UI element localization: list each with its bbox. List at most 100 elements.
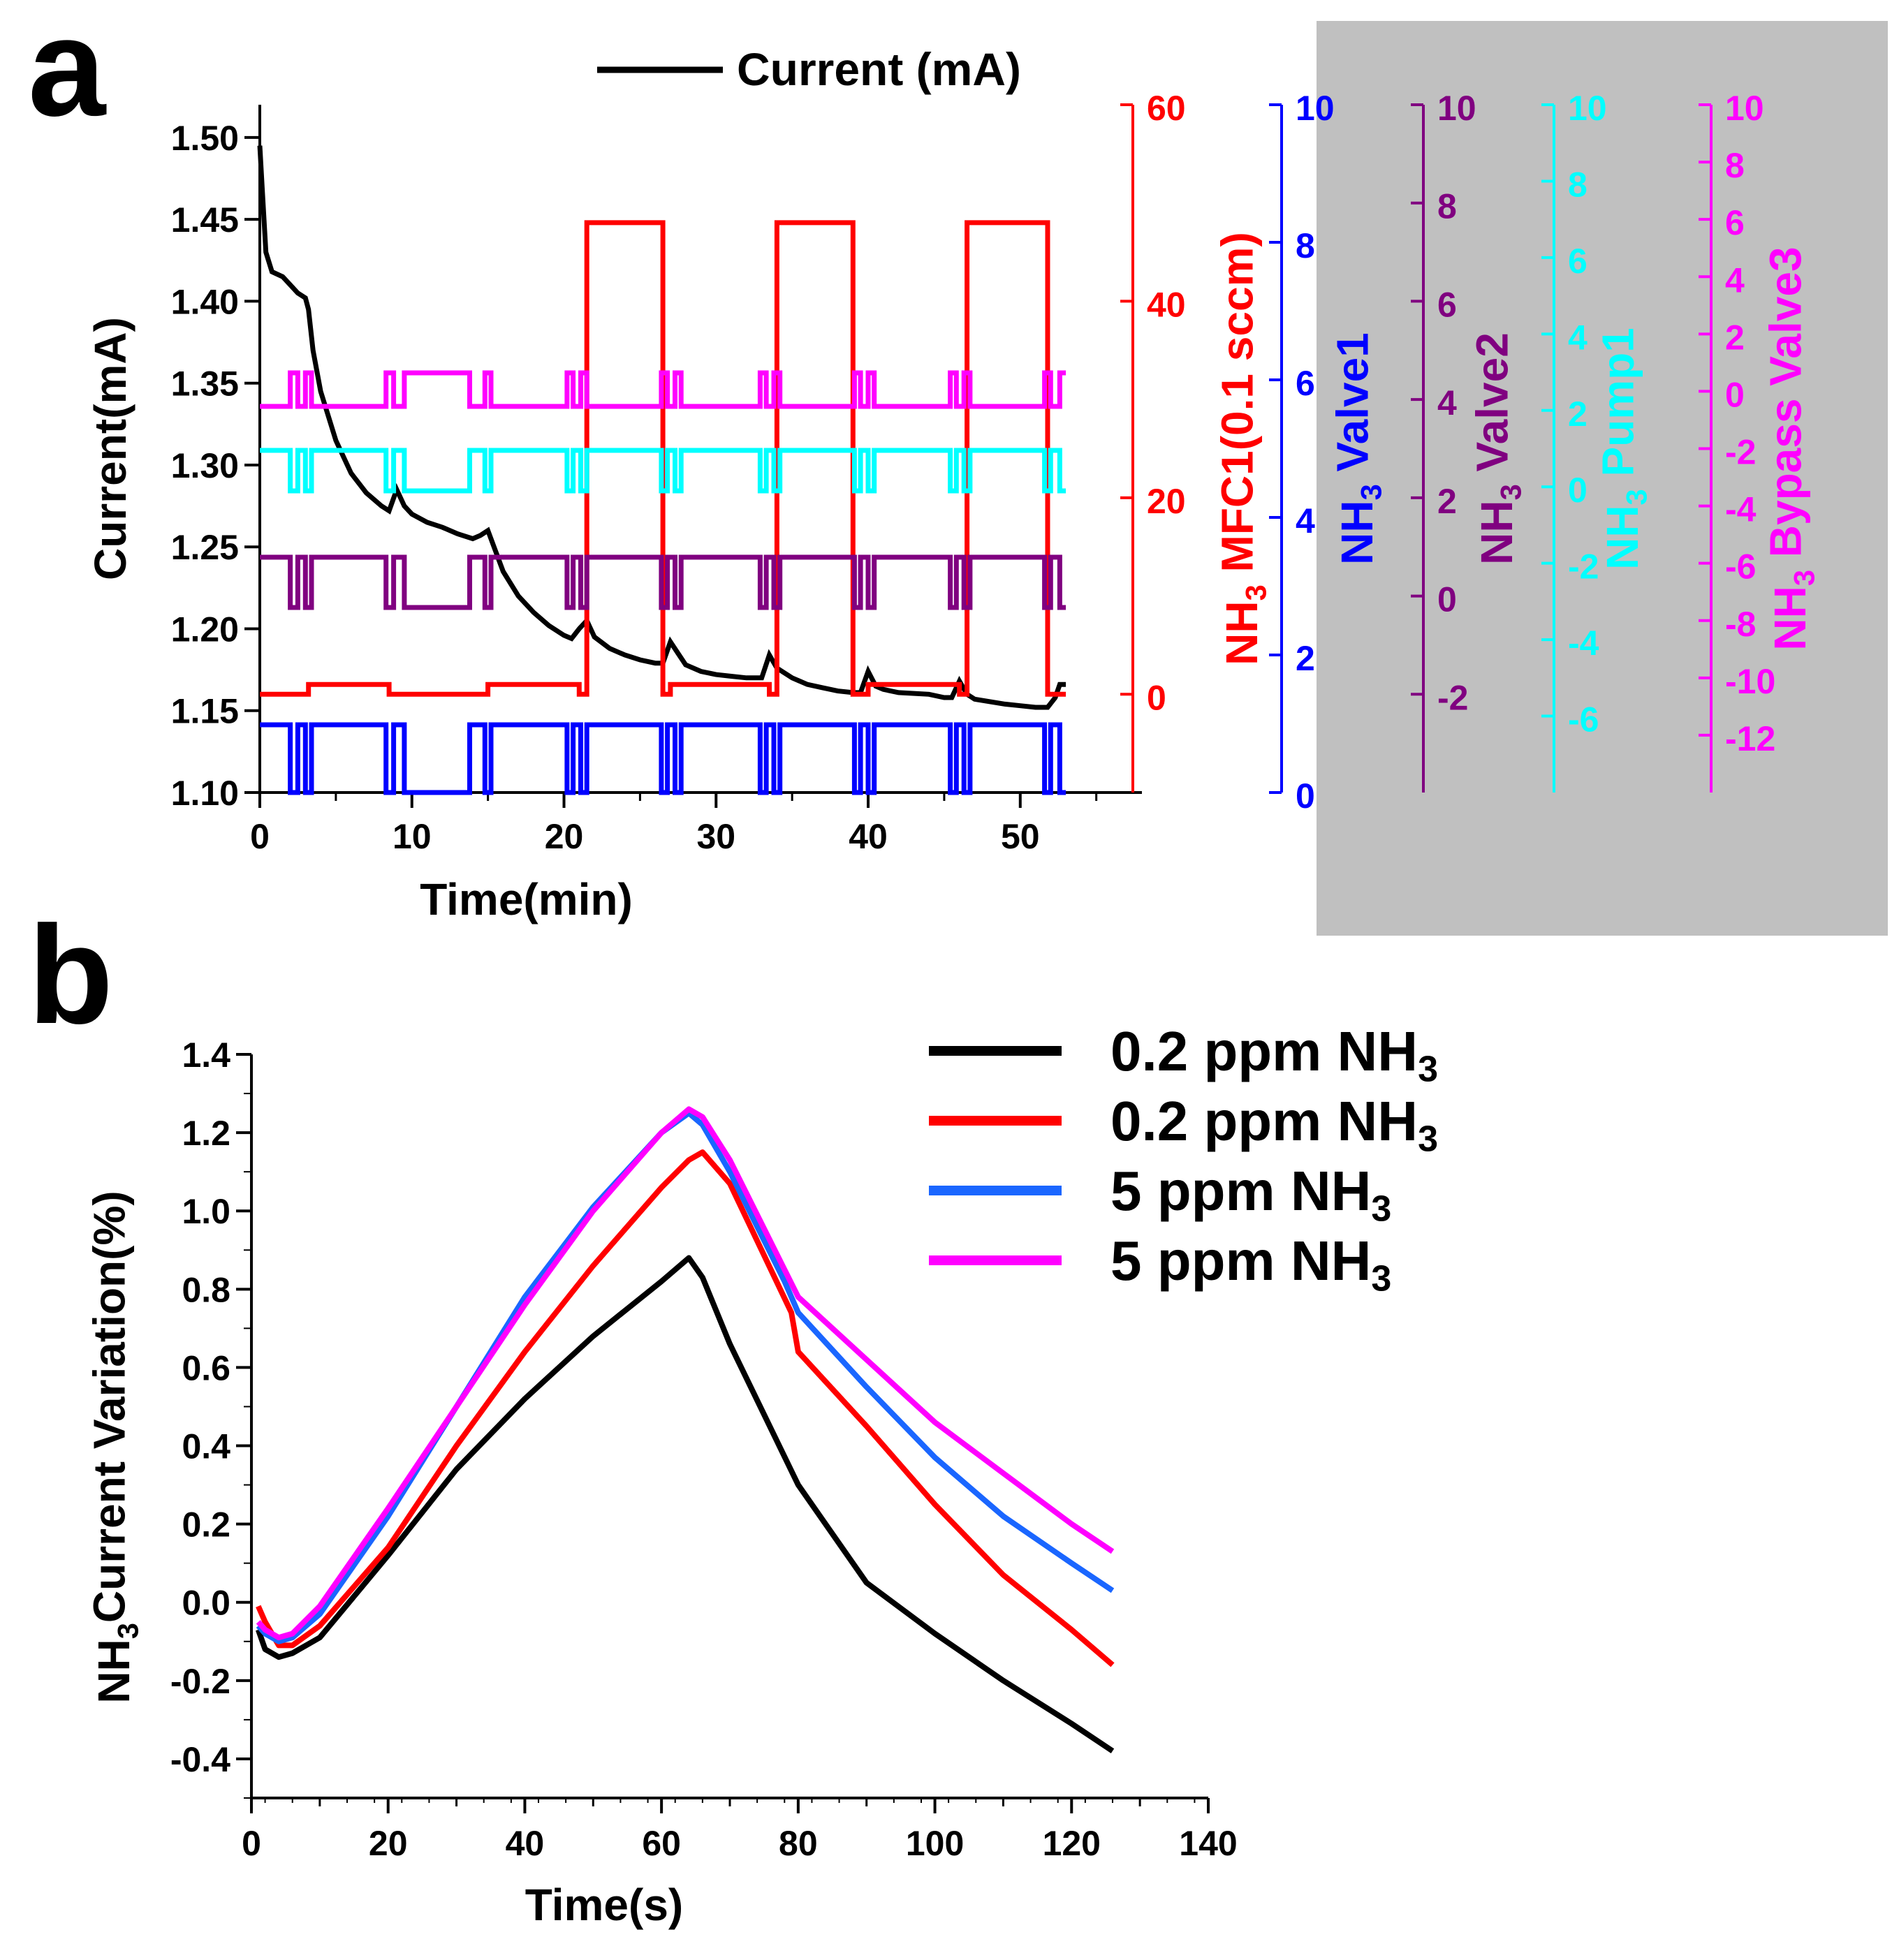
a-current-tick-label-1-35: 1.35 [171, 364, 239, 404]
a-current-tick-label-1-30: 1.30 [171, 446, 239, 485]
a-current-axis-title: Current(mA) [85, 317, 135, 580]
a-mfc-tick-label-20: 20 [1147, 482, 1186, 521]
b-x-tick-label-20: 20 [369, 1824, 408, 1863]
a-series-bypass3 [260, 370, 1066, 409]
a-series-valve2 [260, 554, 1066, 610]
a-pump1-axis-title: NH3 Pump1 [1592, 327, 1652, 570]
a-bypass3-tick-label-2: -2 [1725, 433, 1756, 472]
panel-b-series [256, 1106, 1115, 1754]
panel-a-series [257, 145, 1066, 795]
a-mfc-tick-label-0: 0 [1147, 678, 1166, 717]
a-pump1-tick-label-2: 2 [1568, 395, 1588, 434]
a-x-tick-label-20: 20 [545, 817, 584, 856]
a-series-valve1 [260, 722, 1066, 795]
b-y-tick-label-1-0: 1.0 [182, 1192, 230, 1231]
a-pump1-tick-label-6: 6 [1568, 242, 1588, 281]
a-x-axis-title: Time(min) [420, 874, 633, 924]
b-y-tick-label-0-0: 0.0 [182, 1584, 230, 1623]
panel-a-chart: 0 10 20 30 40 50Time(min)1.101.151.201.251.30… [85, 43, 1820, 924]
b-y-tick-label-0-2: -0.2 [170, 1662, 230, 1701]
a-valve2-axis-title: NH3 Valve2 [1467, 332, 1527, 565]
a-x-tick-label-50: 50 [1001, 817, 1040, 856]
a-valve2-tick-label-0: 0 [1437, 580, 1457, 619]
b-x-tick-label-120: 120 [1043, 1824, 1101, 1863]
a-series-mfc [260, 220, 1066, 697]
a-valve2-tick-label-2: -2 [1437, 678, 1468, 717]
b-series-line-4 [256, 1106, 1115, 1641]
b-x-tick-label-40: 40 [506, 1824, 545, 1863]
b-legend-label-3: 5 ppm NH3 [1110, 1160, 1391, 1230]
panel-b-chart: 0 20 40 60 80 100 120 140 -0.4 -0.2 0.0 0.2 0.4 0.6 0.… [84, 1020, 1438, 1930]
a-valve1-tick-label-4: 4 [1296, 501, 1315, 540]
a-valve1-axis-title: NH3 Valve1 [1327, 332, 1387, 565]
a-x-tick-label-40: 40 [849, 817, 888, 856]
a-valve1-tick-label-6: 6 [1296, 364, 1315, 403]
a-bypass3-tick-label-12: -12 [1725, 719, 1775, 758]
a-current-tick-label-1-20: 1.20 [171, 610, 239, 649]
a-pump1-tick-label-4: -4 [1568, 624, 1599, 663]
a-valve2-tick-label-10: 10 [1437, 89, 1476, 128]
gray-background-box [1317, 21, 1888, 936]
a-current-tick-label-1-25: 1.25 [171, 528, 239, 567]
a-bypass3-tick-label-4: 4 [1725, 260, 1745, 300]
a-mfc-tick-label-60: 60 [1147, 89, 1186, 128]
a-pump1-tick-label-4: 4 [1568, 318, 1588, 357]
b-y-tick-label-0-4: -0.4 [170, 1740, 230, 1779]
a-valve2-tick-label-6: 6 [1437, 285, 1457, 324]
panel-a-legend: Current (mA) [597, 43, 1021, 95]
b-x-tick-label-80: 80 [779, 1824, 818, 1863]
a-current-tick-label-1-15: 1.15 [171, 692, 239, 731]
b-y-axis-title: NH3Current Variation(%) [84, 1191, 144, 1703]
a-mfc-axis-title: NH3 MFC1(0.1 sccm) [1212, 232, 1272, 665]
a-bypass3-tick-label-10: -10 [1725, 662, 1775, 701]
a-x-tick-label-30: 30 [696, 817, 735, 856]
a-bypass3-tick-label-0: 0 [1725, 375, 1745, 414]
a-pump1-tick-label-8: 8 [1568, 165, 1588, 204]
a-bypass3-tick-label-10: 10 [1725, 89, 1764, 128]
a-x-tick-label-10: 10 [393, 817, 432, 856]
a-pump1-tick-label-10: 10 [1568, 89, 1607, 128]
a-pump1-tick-label-6: -6 [1568, 700, 1599, 739]
b-legend-label-2: 0.2 ppm NH3 [1110, 1090, 1438, 1160]
a-bypass3-axis-title: NH3 Bypass Valve3 [1760, 246, 1820, 650]
a-valve1-tick-label-8: 8 [1296, 226, 1315, 265]
a-valve2-tick-label-8: 8 [1437, 187, 1457, 226]
a-current-tick-label-1-50: 1.50 [171, 119, 239, 158]
a-pump1-tick-label-0: 0 [1568, 471, 1588, 510]
a-bypass3-tick-label-6: -6 [1725, 547, 1756, 587]
a-pump1-tick-label-2: -2 [1568, 547, 1599, 587]
a-valve1-tick-label-0: 0 [1296, 776, 1315, 816]
a-valve2-tick-label-4: 4 [1437, 383, 1457, 422]
a-current-tick-label-1-40: 1.40 [171, 282, 239, 321]
a-valve1-tick-label-10: 10 [1296, 89, 1335, 128]
b-y-tick-label-1-4: 1.4 [182, 1036, 230, 1075]
panel-b-axes: 0 20 40 60 80 100 120 140 -0.4 -0.2 0.0 0.2 0.4 0.6 0.… [84, 1036, 1237, 1930]
panel-a-axes: 0 10 20 30 40 50Time(min)1.101.151.201.251.30… [85, 89, 1820, 924]
b-y-tick-label-1-2: 1.2 [182, 1114, 230, 1153]
a-bypass3-tick-label-6: 6 [1725, 203, 1745, 242]
legend-label-current: Current (mA) [737, 43, 1021, 95]
a-valve2-tick-label-2: 2 [1437, 482, 1457, 521]
a-bypass3-tick-label-8: 8 [1725, 146, 1745, 185]
a-current-tick-label-1-45: 1.45 [171, 200, 239, 240]
b-x-tick-label-100: 100 [906, 1824, 964, 1863]
a-bypass3-tick-label-2: 2 [1725, 318, 1745, 357]
b-series-line-1 [256, 1255, 1115, 1754]
b-x-tick-label-0: 0 [242, 1824, 261, 1863]
panel-label-a: a [28, 0, 107, 145]
b-y-tick-label-0-8: 0.8 [182, 1270, 230, 1309]
panel-label-b: b [28, 897, 113, 1053]
a-series-pump1 [260, 448, 1066, 494]
b-x-tick-label-60: 60 [642, 1824, 681, 1863]
b-x-tick-label-140: 140 [1179, 1824, 1237, 1863]
b-y-tick-label-0-2: 0.2 [182, 1505, 230, 1545]
a-series-current [257, 145, 1066, 710]
a-bypass3-tick-label-8: -8 [1725, 605, 1756, 644]
b-y-tick-label-0-4: 0.4 [182, 1427, 230, 1466]
a-mfc-tick-label-40: 40 [1147, 285, 1186, 324]
b-y-tick-label-0-6: 0.6 [182, 1348, 230, 1387]
a-valve1-tick-label-2: 2 [1296, 639, 1315, 678]
